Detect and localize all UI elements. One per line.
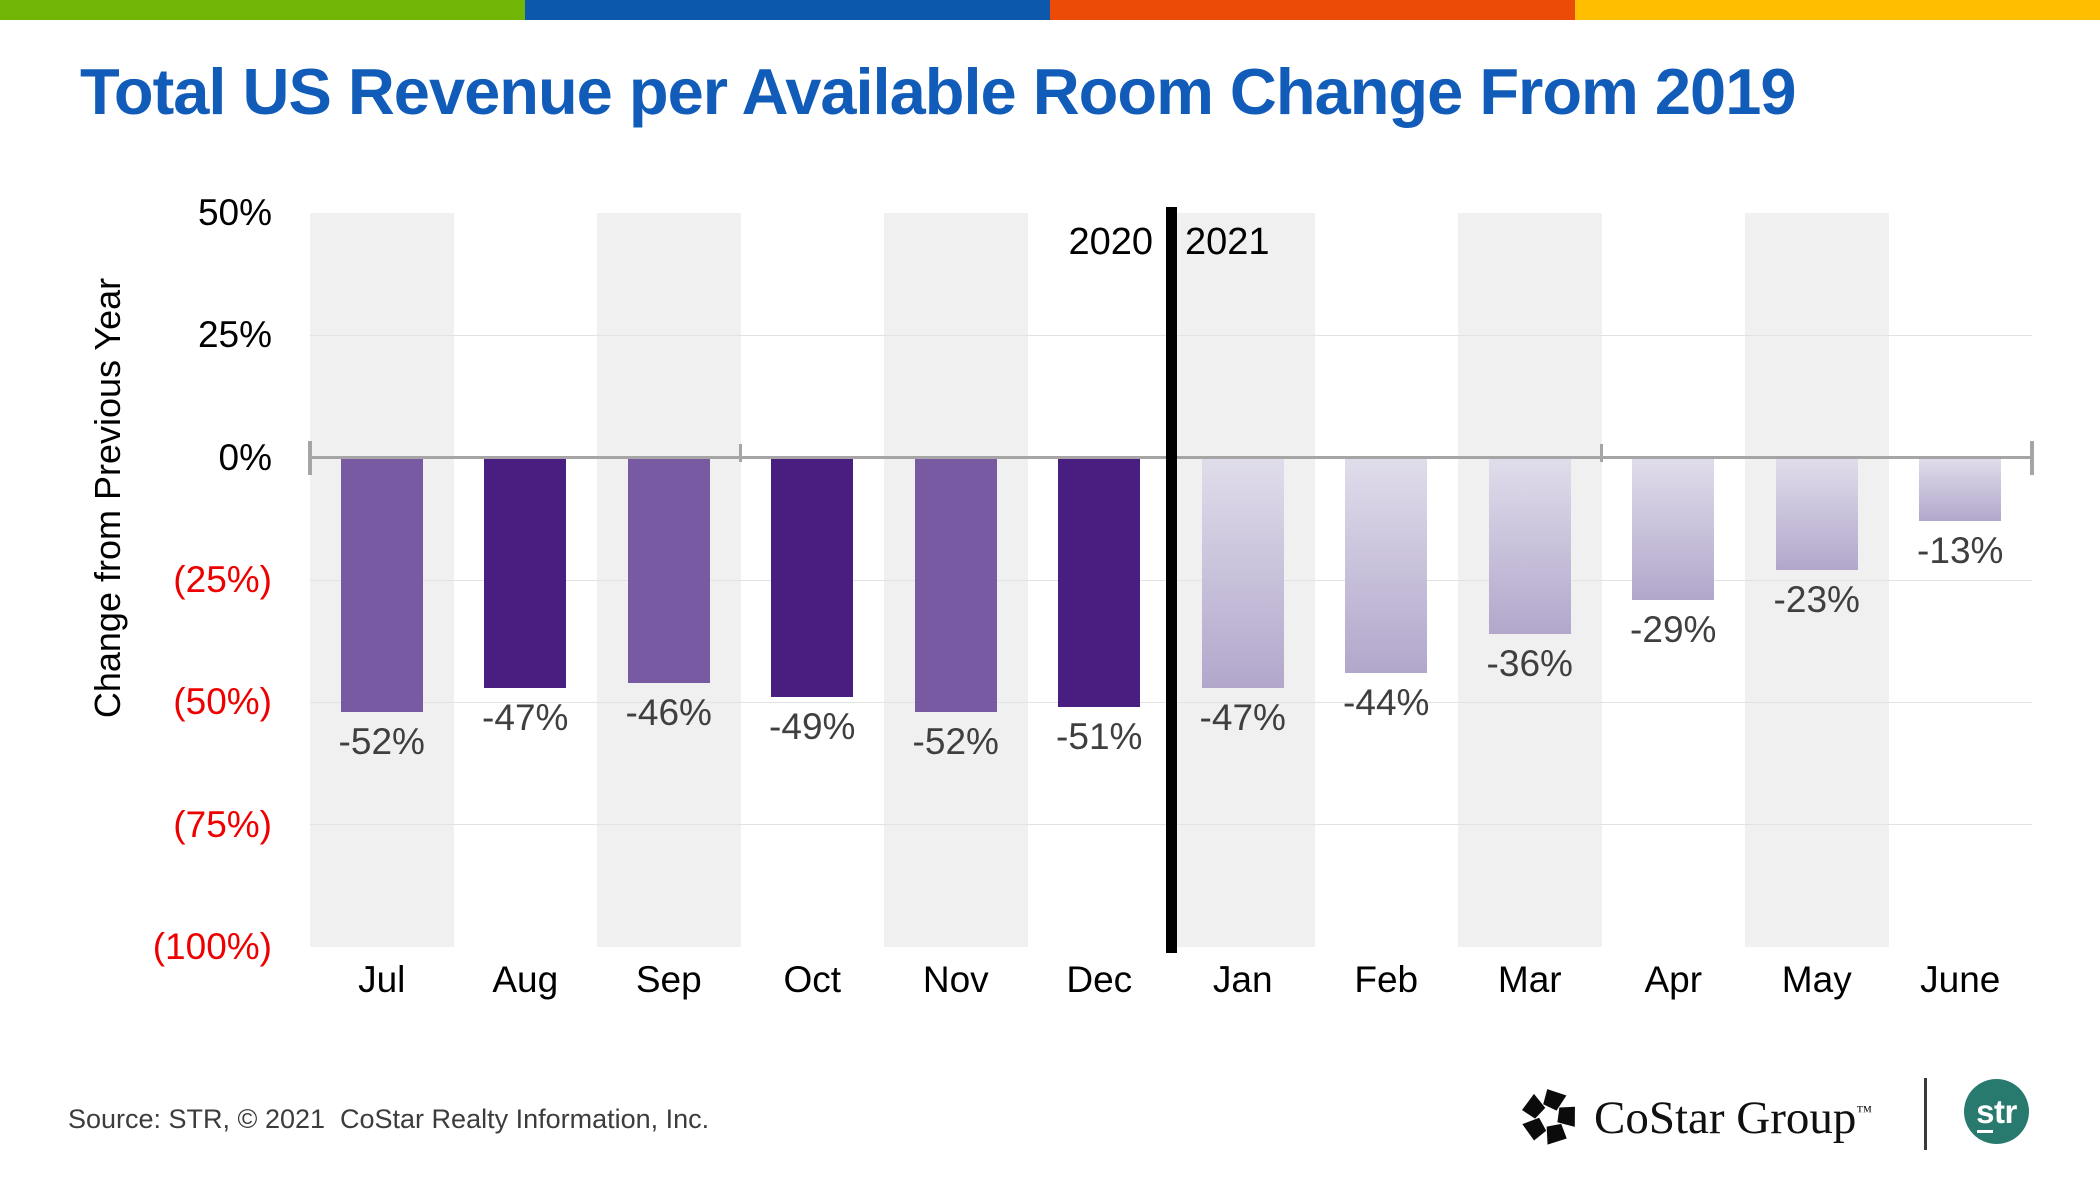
bar-sep bbox=[627, 457, 710, 683]
top-bar-segment-2 bbox=[525, 0, 1050, 20]
y-axis-labels: 50% 25% 0% (25%) (50%) (75%) (100%) bbox=[40, 192, 272, 967]
plot-area: -52% -47% -46% -49% -52% -51% -47% -44% -36% -29%… bbox=[308, 207, 2034, 953]
y-axis-tick-label: (50%) bbox=[173, 681, 272, 723]
axis-tick bbox=[2030, 440, 2034, 475]
top-bar-segment-3 bbox=[1050, 0, 1575, 20]
bar-value-label: -13% bbox=[1917, 530, 2004, 572]
x-axis-label: Jul bbox=[358, 959, 406, 1000]
top-bar-segment-4 bbox=[1575, 0, 2100, 20]
costar-group-label: CoStar Group bbox=[1594, 1092, 1857, 1144]
bar-nov bbox=[914, 457, 997, 713]
bar-value-label: -49% bbox=[769, 706, 856, 748]
x-axis-label: Sep bbox=[635, 959, 702, 1000]
y-axis-tick-label: (75%) bbox=[173, 803, 272, 845]
bar-value-label: -23% bbox=[1773, 579, 1860, 621]
bar-jul bbox=[340, 457, 423, 713]
x-axis-label: Nov bbox=[922, 959, 989, 1000]
str-logo-underline bbox=[1977, 1129, 1993, 1133]
top-bar-segment-1 bbox=[0, 0, 525, 20]
str-logo-label: str bbox=[1976, 1093, 2017, 1130]
bar-value-label: -47% bbox=[1199, 696, 1286, 738]
bar-value-label: -46% bbox=[625, 691, 712, 733]
x-axis-label: Feb bbox=[1354, 959, 1419, 1000]
bar-june bbox=[1919, 457, 2002, 522]
top-color-bar bbox=[0, 0, 2100, 20]
bar-jan bbox=[1201, 457, 1284, 688]
bar-value-label: -29% bbox=[1630, 608, 1717, 650]
x-axis-label: June bbox=[1920, 959, 2001, 1000]
bar-mar bbox=[1488, 457, 1571, 634]
axis-tick bbox=[738, 443, 742, 462]
bar-value-label: -52% bbox=[912, 721, 999, 763]
x-axis-labels: Jul Aug Sep Oct Nov Dec Jan Feb Mar Apr May June bbox=[310, 958, 2032, 1002]
page-title: Total US Revenue per Available Room Chan… bbox=[80, 55, 1797, 128]
x-axis-label: Mar bbox=[1497, 959, 1562, 1000]
x-axis-label: Apr bbox=[1644, 959, 1703, 1000]
source-text: Source: STR, © 2021 CoStar Realty Inform… bbox=[68, 1104, 710, 1134]
x-axis-label: Oct bbox=[783, 959, 842, 1000]
y-axis-tick-label: 50% bbox=[197, 192, 272, 233]
costar-pinwheel-icon bbox=[1521, 1089, 1575, 1145]
y-axis-tick-label: 0% bbox=[218, 436, 272, 478]
x-axis-label: Jan bbox=[1212, 959, 1273, 1000]
y-axis-tick-label: 25% bbox=[197, 314, 272, 356]
bar-value-label: -47% bbox=[482, 696, 569, 738]
axis-tick bbox=[308, 440, 312, 475]
bar-oct bbox=[771, 457, 854, 698]
x-axis-label: Aug bbox=[492, 959, 559, 1000]
bar-value-label: -52% bbox=[338, 721, 425, 763]
bar-value-label: -44% bbox=[1343, 681, 1430, 723]
bar-aug bbox=[484, 457, 567, 688]
trademark-symbol: ™ bbox=[1856, 1103, 1873, 1121]
year-label-2021: 2021 bbox=[1185, 221, 1270, 263]
footer-divider-line bbox=[1924, 1078, 1927, 1150]
axis-tick bbox=[1599, 443, 1603, 462]
bar-feb bbox=[1345, 457, 1428, 673]
bar-apr bbox=[1632, 457, 1715, 600]
bar-dec bbox=[1058, 457, 1141, 708]
str-logo-badge: str bbox=[1964, 1079, 2029, 1144]
x-axis-label: Dec bbox=[1066, 959, 1133, 1000]
bar-value-label: -36% bbox=[1486, 642, 1573, 684]
x-axis-label: May bbox=[1781, 959, 1852, 1000]
bar-may bbox=[1775, 457, 1858, 571]
year-divider-line bbox=[1165, 207, 1177, 953]
y-axis-tick-label: (100%) bbox=[152, 926, 272, 967]
bar-value-label: -51% bbox=[1056, 716, 1143, 758]
y-axis-tick-label: (25%) bbox=[173, 559, 272, 600]
year-label-2020: 2020 bbox=[1068, 221, 1153, 263]
costar-group-wordmark: CoStar Group™ bbox=[1594, 1090, 1872, 1146]
